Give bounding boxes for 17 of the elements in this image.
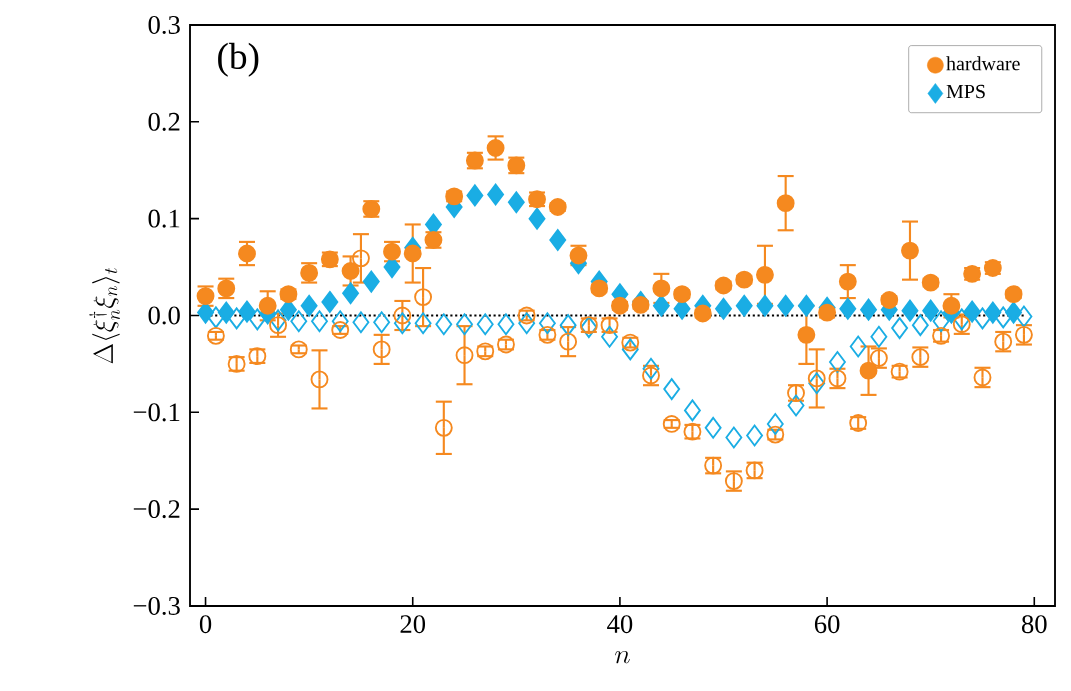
y-tick-label: −0.2 (133, 500, 180, 519)
y-tick-label: −0.3 (133, 596, 180, 616)
y-axis-title: $\Delta\langle \xi_n^{\dagger} \xi_n \rangle_t$ (89, 267, 120, 364)
y-tick-label: 0.3 (148, 15, 180, 35)
x-tick-label: 40 (607, 615, 633, 634)
y-tick-label: 0.0 (148, 306, 180, 325)
x-tick-label: 0 (199, 615, 212, 634)
x-axis-title: $n$ (615, 650, 630, 664)
x-tick-label: 20 (400, 615, 426, 634)
legend-label: MPS (946, 84, 985, 99)
x-tick-label: 60 (814, 615, 840, 634)
x-tick-label: 80 (1021, 615, 1047, 634)
annotation: (b) (218, 42, 259, 77)
legend-label: hardware (946, 56, 1020, 71)
y-tick-label: 0.1 (148, 209, 180, 228)
y-tick-label: −0.1 (133, 403, 180, 422)
y-tick-label: 0.2 (148, 112, 180, 131)
